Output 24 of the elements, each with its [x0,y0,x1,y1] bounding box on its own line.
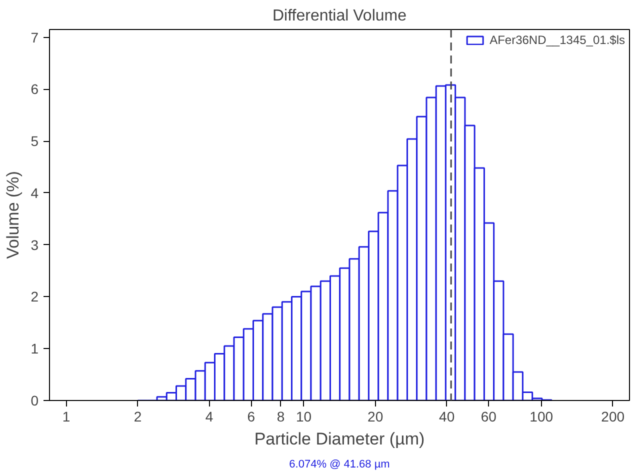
y-tick-label: 1 [30,340,39,357]
x-tick-label: 8 [276,408,285,424]
x-tick-label: 100 [530,408,554,424]
y-tick-label: 6 [30,81,39,98]
x-tick-label: 2 [134,408,142,424]
legend-label: AFer36ND__1345_01.$ls [490,33,625,47]
y-tick-label: 7 [30,29,39,46]
y-tick-label: 4 [30,184,39,201]
x-tick-label: 4 [205,408,214,424]
y-axis-title: Volume (%) [4,171,23,259]
x-tick-label: 40 [439,408,455,424]
x-tick-label: 60 [480,408,497,424]
x-axis-title: Particle Diameter (µm) [254,430,425,448]
x-tick-label: 1 [62,408,70,424]
y-tick-label: 5 [30,133,39,150]
y-tick-label: 3 [30,236,39,253]
text: 6.074% @ 41.68 µm [289,458,390,470]
x-tick-label: 10 [296,408,312,424]
y-tick-label: 2 [30,288,39,305]
y-tick-label: 0 [30,392,39,408]
x-tick-label: 6 [247,408,256,424]
chart-title: Differential Volume [272,8,407,24]
x-tick-label: 20 [368,408,384,424]
x-tick-label: 200 [601,408,625,424]
